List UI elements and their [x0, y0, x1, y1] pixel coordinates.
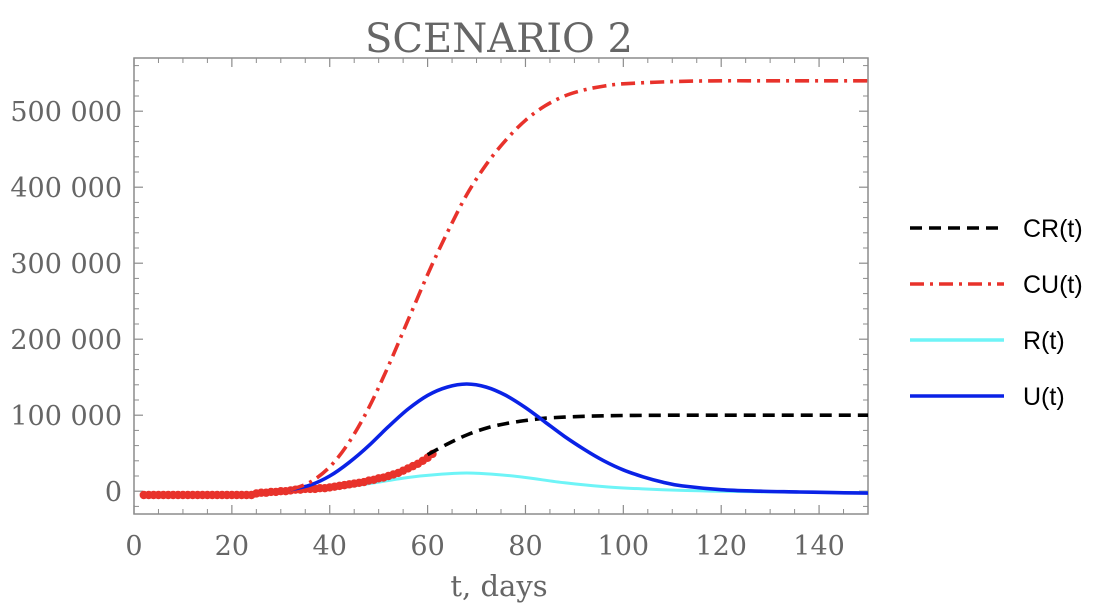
y-tick-label: 100 000 [10, 401, 122, 432]
y-tick-label: 0 [105, 477, 122, 508]
legend-label: CR(t) [1023, 215, 1083, 243]
legend-label: CU(t) [1023, 271, 1083, 299]
series-line-ut [290, 382, 869, 495]
x-tick-label: 0 [125, 531, 142, 562]
data-markers [139, 449, 437, 500]
x-tick-label: 20 [215, 531, 249, 562]
y-tick-label: 500 000 [10, 97, 122, 128]
legend-item: CR(t) [910, 215, 1083, 243]
y-tick-label: 400 000 [10, 173, 122, 204]
y-tick-labels: 0 100 000 200 000 300 000 400 000 500 000 [10, 97, 122, 508]
legend-item: R(t) [910, 327, 1065, 355]
series-line-cut [289, 78, 868, 492]
legend-label: R(t) [1023, 327, 1065, 355]
x-tick-label: 100 [598, 531, 650, 562]
y-tick-label: 200 000 [10, 325, 122, 356]
x-tick-label: 60 [410, 531, 444, 562]
x-tick-labels: 0 20 40 60 80 100 120 140 [125, 531, 844, 562]
series-line-crt [426, 413, 868, 457]
x-tick-label: 120 [695, 531, 747, 562]
x-tick-label: 40 [313, 531, 347, 562]
axis-ticks [133, 58, 868, 514]
y-tick-label: 300 000 [10, 249, 122, 280]
x-axis-label: t, days [450, 569, 547, 603]
plot-frame [133, 57, 869, 515]
legend-label: U(t) [1023, 383, 1065, 411]
x-tick-label: 140 [793, 531, 845, 562]
series-layer [139, 78, 869, 500]
legend-item: CU(t) [910, 271, 1083, 299]
chart-title: SCENARIO 2 [365, 16, 633, 62]
legend-item: U(t) [910, 383, 1065, 411]
x-tick-label: 80 [508, 531, 542, 562]
legend: CR(t) CU(t) R(t) U(t) [910, 215, 1083, 411]
